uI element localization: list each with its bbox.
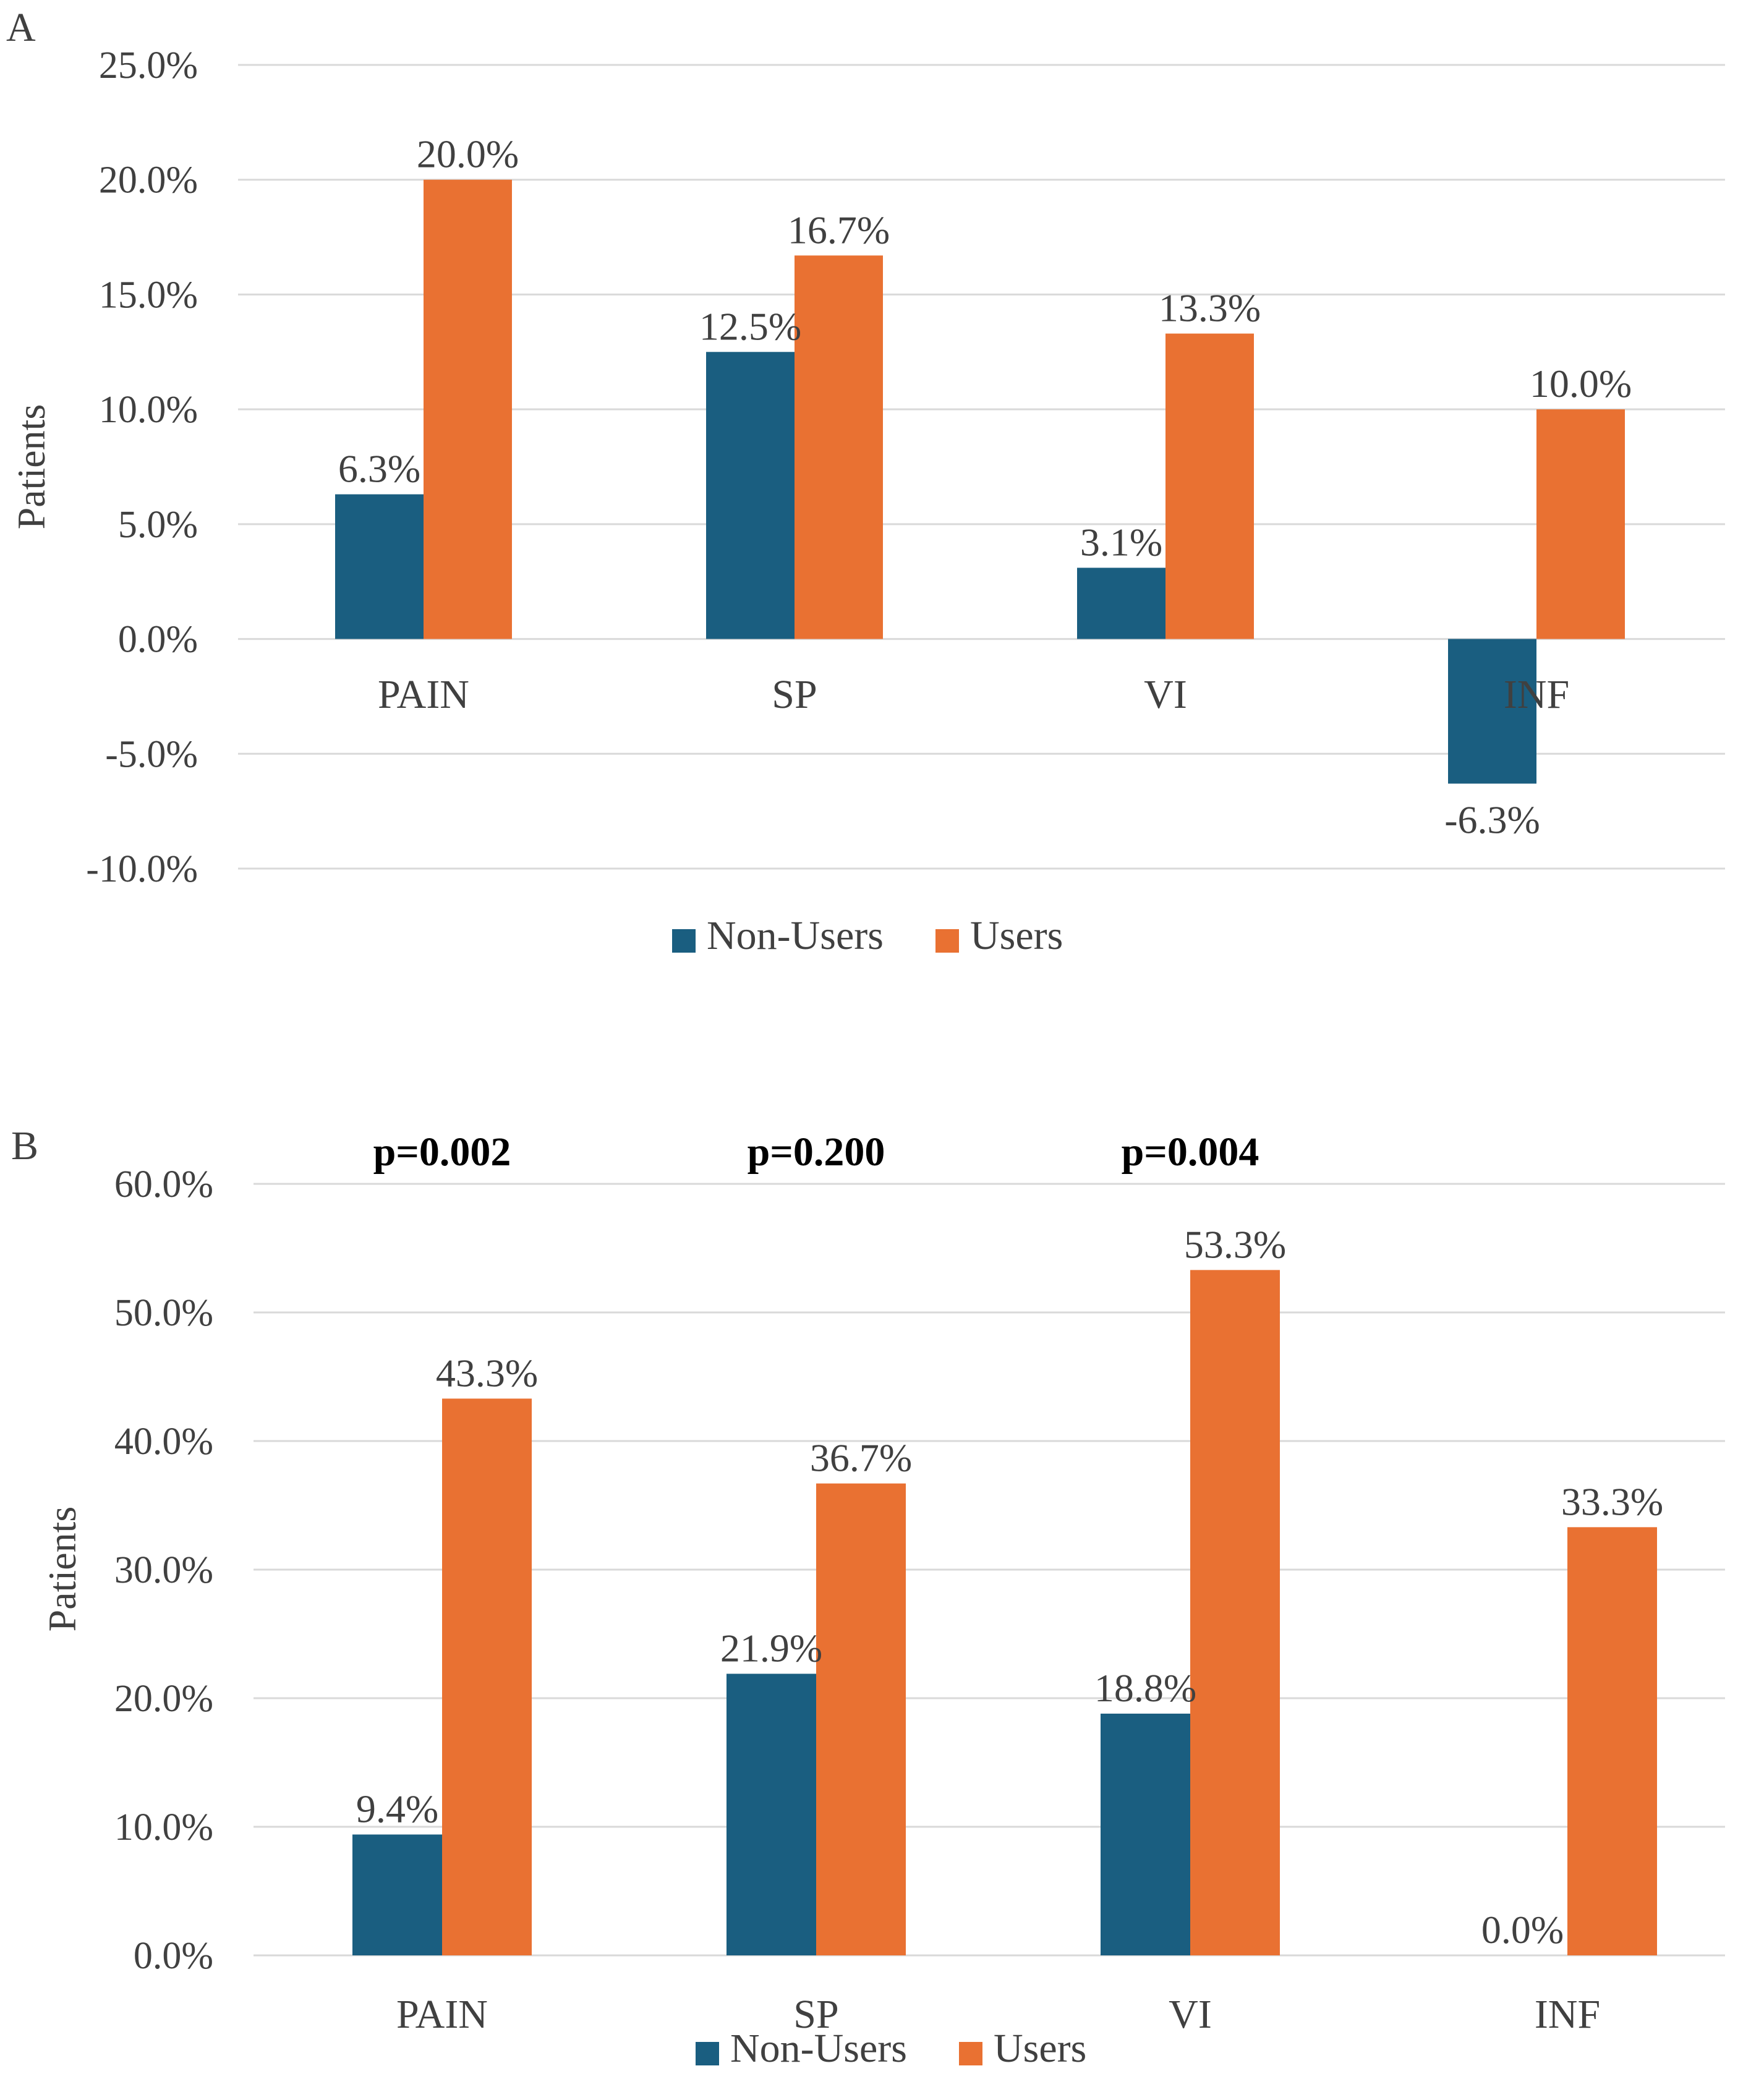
y-tick-label: 10.0% xyxy=(99,389,198,431)
y-tick-label: 20.0% xyxy=(99,159,198,202)
category-label-vi: VI xyxy=(1169,1992,1212,2037)
non-users-bar-sp xyxy=(726,1673,816,1955)
users-bar-pain xyxy=(424,179,512,639)
chart-panel-a: A 25.0% 20.0% 15.0% 10.0% 5.0% 0.0% -5.0% -10.0%… xyxy=(6,5,1725,958)
data-label-users-vi: 13.3% xyxy=(1159,286,1261,330)
legend-label-non-users: Non-Users xyxy=(707,913,884,958)
y-tick-label: 50.0% xyxy=(114,1292,213,1334)
legend-swatch-users xyxy=(959,2042,982,2065)
y-tick-label: -5.0% xyxy=(105,733,198,775)
y-tick-label: 25.0% xyxy=(99,45,198,87)
y-tick-label: 5.0% xyxy=(118,504,198,546)
users-bar-sp xyxy=(816,1483,906,1955)
p-value-label-pain: p=0.002 xyxy=(373,1129,511,1175)
non-users-bar-inf xyxy=(1448,639,1536,784)
chart-panel-b: B 60.0% 50.0% 40.0% 30.0% 20.0% 10.0% 0.0% Patie… xyxy=(11,1123,1725,2071)
y-tick-label: 0.0% xyxy=(134,1935,213,1977)
data-label-non-users-vi: 18.8% xyxy=(1094,1666,1196,1710)
non-users-bar-pain xyxy=(335,494,424,639)
legend-label-users: Users xyxy=(970,913,1063,958)
data-label-users-pain: 43.3% xyxy=(436,1351,538,1395)
users-bar-inf xyxy=(1536,409,1625,639)
p-value-label-sp: p=0.200 xyxy=(748,1129,885,1175)
category-label-inf: INF xyxy=(1535,1992,1600,2037)
legend-swatch-users xyxy=(935,929,959,953)
data-label-non-users-sp: 21.9% xyxy=(720,1626,822,1670)
data-label-non-users-pain: 9.4% xyxy=(356,1787,438,1830)
category-label-vi: VI xyxy=(1144,672,1187,717)
y-tick-label: 15.0% xyxy=(99,274,198,316)
legend-swatch-non-users xyxy=(672,929,696,953)
category-label-inf: INF xyxy=(1504,672,1569,717)
users-bar-sp xyxy=(795,255,883,639)
users-bar-vi xyxy=(1165,333,1254,639)
data-label-users-inf: 33.3% xyxy=(1561,1479,1663,1523)
category-label-sp: SP xyxy=(772,672,817,717)
y-tick-label: 60.0% xyxy=(114,1163,213,1205)
non-users-bar-pain xyxy=(352,1834,442,1955)
data-label-non-users-sp: 12.5% xyxy=(699,304,801,348)
y-tick-label: -10.0% xyxy=(86,848,198,890)
non-users-bar-sp xyxy=(706,352,795,639)
y-tick-label: 10.0% xyxy=(114,1806,213,1848)
category-label-sp: SP xyxy=(793,1992,838,2037)
legend-label-non-users: Non-Users xyxy=(730,2026,907,2071)
panel-letter: B xyxy=(11,1123,38,1168)
legend-label-users: Users xyxy=(994,2026,1086,2071)
users-bar-vi xyxy=(1190,1270,1280,1955)
category-label-pain: PAIN xyxy=(378,672,469,717)
data-label-users-pain: 20.0% xyxy=(417,132,519,176)
non-users-bar-vi xyxy=(1077,568,1165,639)
panel-letter: A xyxy=(6,5,36,50)
data-label-non-users-inf: -6.3% xyxy=(1444,798,1540,842)
data-label-users-inf: 10.0% xyxy=(1530,362,1632,406)
y-axis-title: Patients xyxy=(9,404,53,530)
data-label-non-users-inf: 0.0% xyxy=(1481,1908,1564,1952)
y-tick-label: 20.0% xyxy=(114,1678,213,1720)
users-bar-pain xyxy=(442,1398,532,1955)
p-value-label-vi: p=0.004 xyxy=(1122,1129,1259,1175)
y-tick-label: 30.0% xyxy=(114,1549,213,1591)
data-label-users-sp: 36.7% xyxy=(810,1436,912,1480)
data-label-non-users-vi: 3.1% xyxy=(1080,520,1162,564)
data-label-users-sp: 16.7% xyxy=(788,208,890,252)
data-label-non-users-pain: 6.3% xyxy=(338,447,420,491)
non-users-bar-vi xyxy=(1101,1713,1190,1955)
y-axis-title: Patients xyxy=(40,1507,84,1632)
y-tick-label: 0.0% xyxy=(118,619,198,661)
users-bar-inf xyxy=(1567,1527,1657,1955)
category-label-pain: PAIN xyxy=(396,1992,488,2037)
y-tick-label: 40.0% xyxy=(114,1421,213,1463)
data-label-users-vi: 53.3% xyxy=(1184,1222,1286,1266)
legend-swatch-non-users xyxy=(696,2042,719,2065)
